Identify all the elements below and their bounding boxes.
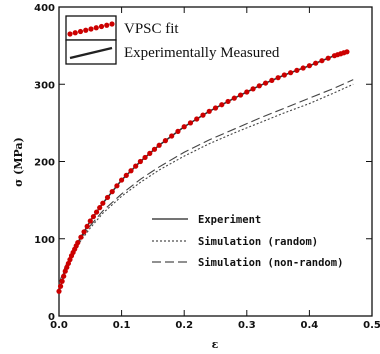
y-tick-label: 300 xyxy=(34,80,55,91)
series-point-vpsc-fit xyxy=(78,234,84,240)
series-point-vpsc-fit xyxy=(288,70,294,76)
x-tick-label: 0.1 xyxy=(113,320,131,331)
series-point-vpsc-fit xyxy=(275,75,281,81)
series-point-vpsc-fit xyxy=(59,278,65,284)
series-point-vpsc-fit xyxy=(256,83,262,89)
legend-dot xyxy=(109,21,115,27)
series-point-vpsc-fit xyxy=(187,120,194,126)
series-point-vpsc-fit xyxy=(231,95,237,101)
series-point-vpsc-fit xyxy=(237,92,244,98)
x-tick-label: 0.2 xyxy=(175,320,193,331)
legend-swatch-measured xyxy=(69,46,113,60)
y-tick-label: 400 xyxy=(34,3,55,14)
legend-swatch-vpsc-fit xyxy=(67,21,115,37)
series-point-vpsc-fit xyxy=(162,138,169,144)
series-point-vpsc-fit xyxy=(206,108,212,114)
legend-dot xyxy=(98,23,105,30)
series-point-vpsc-fit xyxy=(175,128,181,134)
series-point-vpsc-fit xyxy=(281,72,287,78)
series-point-vpsc-fit xyxy=(147,150,153,156)
series-point-vpsc-fit xyxy=(156,142,162,148)
legend-dot xyxy=(72,30,78,36)
legend-label-vpsc-fit: VPSC fit xyxy=(124,21,179,37)
series-point-vpsc-fit xyxy=(344,49,350,55)
x-tick-label: 0.3 xyxy=(238,320,256,331)
series-point-vpsc-fit xyxy=(81,229,87,235)
series-point-vpsc-fit xyxy=(212,105,219,111)
series-point-vpsc-fit xyxy=(269,77,275,83)
series-point-vpsc-fit xyxy=(300,65,306,71)
series-point-vpsc-fit xyxy=(84,223,90,229)
legend-dot xyxy=(77,28,84,35)
legend-dot xyxy=(88,26,94,32)
y-tick-label: 0 xyxy=(48,312,55,323)
series-point-vpsc-fit xyxy=(100,200,106,206)
legend-bottom-right: Experiment Simulation (random) Simulatio… xyxy=(152,214,343,269)
y-tick-label: 200 xyxy=(34,158,55,169)
series-point-vpsc-fit xyxy=(151,146,158,152)
series-point-vpsc-fit xyxy=(294,67,300,73)
y-axis-ticks: 0 100 200 300 400 xyxy=(34,3,372,323)
x-tick-label: 0.5 xyxy=(363,320,380,331)
series-point-vpsc-fit xyxy=(114,183,120,189)
series-point-vpsc-fit xyxy=(244,89,250,95)
series-point-vpsc-fit xyxy=(194,116,200,122)
x-axis-title: ε xyxy=(212,338,219,351)
legend-label-sim-nonrandom: Simulation (non-random) xyxy=(198,257,343,269)
series-point-vpsc-fit xyxy=(169,133,175,139)
y-axis-title: σ (MPa) xyxy=(12,137,25,187)
series-point-vpsc-fit xyxy=(319,58,325,64)
series-point-vpsc-fit xyxy=(128,168,134,174)
series-point-vpsc-fit xyxy=(57,283,64,289)
legend-top-left: VPSC fit Experimentally Measured xyxy=(65,15,280,65)
series-point-vpsc-fit xyxy=(200,112,206,118)
series-layer xyxy=(56,49,354,294)
series-point-vpsc-fit xyxy=(56,288,62,294)
legend-dot xyxy=(104,22,110,28)
series-point-vpsc-fit xyxy=(181,124,187,130)
series-point-vpsc-fit xyxy=(313,60,319,66)
legend-dot xyxy=(83,27,89,33)
series-point-vpsc-fit xyxy=(109,189,115,195)
series-point-vpsc-fit xyxy=(137,158,143,165)
legend-label-experiment: Experiment xyxy=(198,214,261,226)
series-line-experimentally-measured xyxy=(58,51,348,292)
x-axis-ticks: 0.0 0.1 0.2 0.3 0.4 0.5 xyxy=(50,7,380,331)
series-point-vpsc-fit xyxy=(219,102,225,108)
series-point-vpsc-fit xyxy=(225,98,231,105)
series-point-vpsc-fit xyxy=(142,154,148,161)
series-point-vpsc-fit xyxy=(61,273,67,279)
series-point-vpsc-fit xyxy=(325,55,331,61)
series-point-vpsc-fit xyxy=(97,205,103,211)
series-point-vpsc-fit xyxy=(75,240,81,246)
series-point-vpsc-fit xyxy=(87,218,93,224)
series-line-simulation-non-random xyxy=(58,79,354,284)
series-point-vpsc-fit xyxy=(250,86,256,92)
series-point-vpsc-fit xyxy=(306,63,312,69)
series-point-vpsc-fit xyxy=(93,209,100,215)
legend-dot xyxy=(93,25,99,31)
series-point-vpsc-fit xyxy=(123,172,129,179)
series-point-vpsc-fit xyxy=(133,163,139,169)
series-point-vpsc-fit xyxy=(119,177,125,183)
series-point-vpsc-fit xyxy=(90,213,97,220)
series-point-vpsc-fit xyxy=(104,194,111,201)
legend-label-sim-random: Simulation (random) xyxy=(198,236,318,248)
x-tick-label: 0.4 xyxy=(301,320,319,331)
x-tick-label: 0.0 xyxy=(50,320,68,331)
y-tick-label: 100 xyxy=(34,235,55,246)
legend-label-measured: Experimentally Measured xyxy=(124,45,280,61)
series-point-vpsc-fit xyxy=(262,80,269,86)
legend-dot xyxy=(67,31,73,37)
series-line-simulation-random xyxy=(58,83,354,286)
